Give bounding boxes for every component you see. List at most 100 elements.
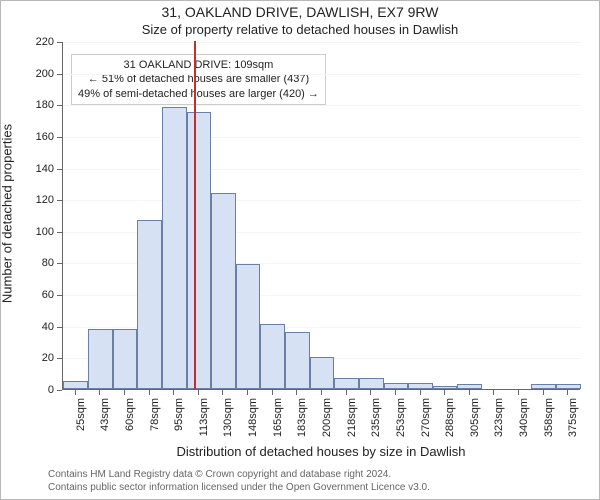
chart-title: 31, OAKLAND DRIVE, DAWLISH, EX7 9RW (0, 4, 600, 20)
ytick-mark (57, 137, 62, 138)
xtick-label: 270sqm (420, 398, 432, 448)
xtick-mark (469, 390, 470, 395)
xtick-mark (149, 390, 150, 395)
xtick-mark (567, 390, 568, 395)
ytick-mark (57, 390, 62, 391)
xtick-mark (272, 390, 273, 395)
histogram-bar (384, 383, 409, 389)
xtick-label: 323sqm (493, 398, 505, 448)
xtick-label: 235sqm (370, 398, 382, 448)
xtick-label: 340sqm (518, 398, 530, 448)
ytick-label: 120 (24, 194, 54, 206)
ytick-label: 140 (24, 163, 54, 175)
annotation-box: 31 OAKLAND DRIVE: 109sqm ← 51% of detach… (71, 54, 326, 105)
gridline (63, 105, 581, 106)
ytick-label: 200 (24, 68, 54, 80)
xtick-label: 183sqm (296, 398, 308, 448)
xtick-mark (247, 390, 248, 395)
histogram-bar (359, 378, 384, 389)
histogram-bar (285, 332, 310, 389)
xtick-label: 288sqm (444, 398, 456, 448)
ytick-label: 100 (24, 226, 54, 238)
xtick-mark (75, 390, 76, 395)
histogram-bar (260, 324, 285, 389)
xtick-label: 218sqm (346, 398, 358, 448)
histogram-chart: 31, OAKLAND DRIVE, DAWLISH, EX7 9RW Size… (0, 0, 600, 500)
ytick-mark (57, 74, 62, 75)
xtick-mark (198, 390, 199, 395)
xtick-mark (370, 390, 371, 395)
xtick-label: 200sqm (321, 398, 333, 448)
histogram-bar (531, 384, 556, 389)
ytick-label: 160 (24, 131, 54, 143)
xtick-mark (99, 390, 100, 395)
histogram-bar (408, 383, 433, 389)
histogram-bar (310, 357, 335, 389)
ytick-mark (57, 169, 62, 170)
histogram-bar (137, 220, 162, 389)
xtick-label: 95sqm (173, 398, 185, 448)
xtick-label: 305sqm (469, 398, 481, 448)
gridline (63, 200, 581, 201)
footer-credits: Contains HM Land Registry data © Crown c… (48, 468, 430, 494)
xtick-label: 165sqm (272, 398, 284, 448)
annotation-line-1: 31 OAKLAND DRIVE: 109sqm (78, 58, 319, 72)
ytick-mark (57, 42, 62, 43)
xtick-mark (296, 390, 297, 395)
reference-line (194, 41, 196, 389)
histogram-bar (433, 386, 458, 389)
ytick-mark (57, 295, 62, 296)
histogram-bar (187, 112, 212, 389)
ytick-mark (57, 232, 62, 233)
ytick-mark (57, 327, 62, 328)
footer-line-1: Contains HM Land Registry data © Crown c… (48, 468, 430, 481)
ytick-mark (57, 358, 62, 359)
xtick-mark (346, 390, 347, 395)
y-axis-label: Number of detached properties (0, 114, 15, 314)
footer-line-2: Contains public sector information licen… (48, 481, 430, 494)
xtick-mark (395, 390, 396, 395)
histogram-bar (63, 381, 88, 389)
chart-subtitle: Size of property relative to detached ho… (0, 22, 600, 37)
ytick-label: 80 (24, 257, 54, 269)
gridline (63, 74, 581, 75)
histogram-bar (457, 384, 482, 389)
ytick-mark (57, 263, 62, 264)
ytick-label: 60 (24, 289, 54, 301)
ytick-label: 220 (24, 36, 54, 48)
xtick-mark (518, 390, 519, 395)
histogram-bar (113, 329, 138, 389)
xtick-mark (124, 390, 125, 395)
xtick-mark (420, 390, 421, 395)
xtick-label: 148sqm (247, 398, 259, 448)
xtick-label: 130sqm (222, 398, 234, 448)
xtick-mark (493, 390, 494, 395)
xtick-label: 358sqm (543, 398, 555, 448)
ytick-label: 20 (24, 352, 54, 364)
xtick-label: 60sqm (124, 398, 136, 448)
annotation-line-3: 49% of semi-detached houses are larger (… (78, 87, 319, 101)
gridline (63, 137, 581, 138)
xtick-mark (444, 390, 445, 395)
xtick-label: 113sqm (198, 398, 210, 448)
xtick-label: 25sqm (75, 398, 87, 448)
xtick-label: 78sqm (149, 398, 161, 448)
gridline (63, 42, 581, 43)
ytick-label: 40 (24, 321, 54, 333)
xtick-label: 253sqm (395, 398, 407, 448)
xtick-mark (222, 390, 223, 395)
xtick-mark (543, 390, 544, 395)
xtick-label: 43sqm (99, 398, 111, 448)
histogram-bar (162, 107, 187, 389)
ytick-label: 180 (24, 99, 54, 111)
xtick-label: 375sqm (567, 398, 579, 448)
histogram-bar (236, 264, 261, 389)
histogram-bar (211, 193, 236, 389)
histogram-bar (334, 378, 359, 389)
xtick-mark (321, 390, 322, 395)
xtick-mark (173, 390, 174, 395)
ytick-label: 0 (24, 384, 54, 396)
histogram-bar (88, 329, 113, 389)
histogram-bar (556, 384, 581, 389)
plot-area: 31 OAKLAND DRIVE: 109sqm ← 51% of detach… (62, 42, 580, 390)
